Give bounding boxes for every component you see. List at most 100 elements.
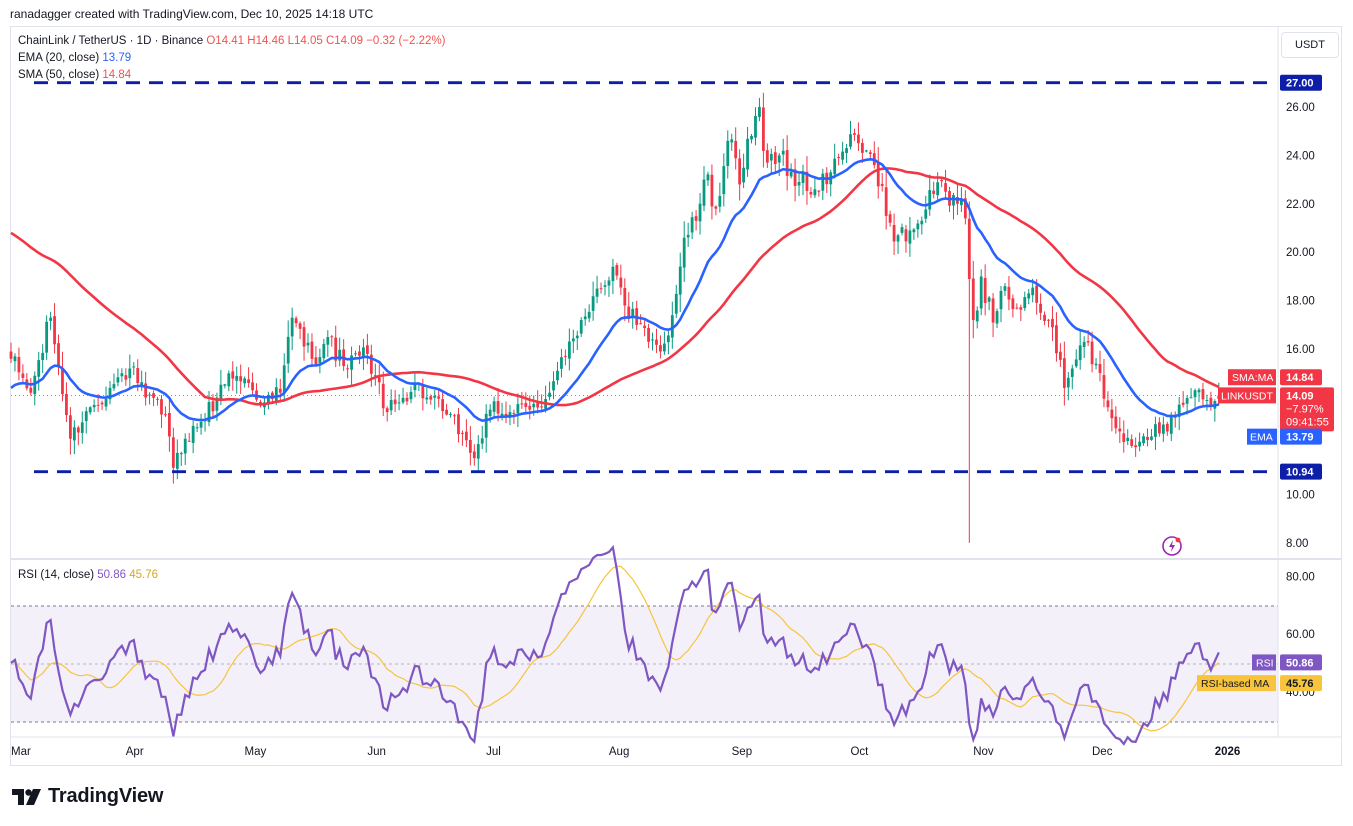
rsi-legend[interactable]: RSI (14, close) 50.86 45.76	[18, 569, 158, 581]
candle-body	[76, 427, 80, 433]
price-tick-label: 24.00	[1286, 150, 1315, 162]
candle-body	[239, 376, 243, 382]
level-axis-text: 27.00	[1286, 78, 1314, 90]
candle-body	[116, 377, 120, 383]
candle-body	[278, 388, 282, 393]
price-tick-label: 16.00	[1286, 344, 1315, 356]
price-tags: 27.00 10.94 SMA:MA 14.84 LINKUSDT 14.09−7.97%…	[11, 74, 1334, 692]
rsi-ma-name-tag	[1197, 675, 1276, 692]
candle-body	[611, 266, 615, 282]
symbol-name-text: LINKUSDT	[1221, 390, 1274, 402]
candle-body	[108, 387, 112, 400]
candle-body	[738, 158, 742, 185]
tradingview-logo[interactable]: TradingView	[12, 785, 163, 808]
ema-legend[interactable]: EMA (20, close) 13.79	[18, 52, 131, 64]
time-tick-label: Aug	[609, 746, 629, 758]
candle-body	[1169, 415, 1173, 434]
time-tick-label: Jul	[486, 746, 501, 758]
candle-body	[409, 391, 413, 400]
candle-body	[564, 355, 567, 357]
candle-body	[207, 401, 211, 423]
candle-body	[484, 413, 488, 438]
candle-body	[1011, 298, 1015, 310]
candle-body	[615, 265, 619, 276]
candle-body	[286, 336, 290, 364]
candle-body	[556, 370, 559, 381]
candle-body	[587, 311, 591, 319]
candle-body	[457, 414, 460, 435]
candle-body	[290, 317, 294, 337]
price-tick-label: 26.00	[1286, 102, 1315, 114]
candle-body	[552, 381, 555, 391]
candle-body	[247, 379, 250, 384]
candle-body	[971, 278, 975, 321]
rsi-line	[10, 544, 1220, 746]
candle-body	[96, 404, 100, 406]
candle-body	[876, 162, 880, 187]
candle-body	[1142, 436, 1145, 444]
candle-body	[1173, 416, 1177, 418]
candle-body	[29, 387, 33, 393]
candle-body	[666, 335, 670, 343]
candle-body	[607, 280, 611, 286]
alert-icon[interactable]	[1162, 536, 1182, 556]
candle-body	[219, 384, 223, 400]
candle-body	[306, 342, 310, 346]
candle-body	[686, 234, 690, 238]
candle-body	[979, 276, 983, 309]
rsi-ma-line	[10, 565, 1220, 732]
candle-body	[833, 158, 837, 175]
candle-body	[663, 343, 666, 352]
ema-name-text: EMA	[1250, 432, 1273, 444]
candle-body	[995, 311, 999, 324]
candle-body	[413, 383, 417, 391]
candle-body	[13, 356, 17, 362]
candle-body	[512, 413, 516, 415]
candle-body	[837, 157, 841, 159]
candle-body	[425, 397, 429, 400]
candle-body	[235, 375, 239, 381]
candle-body	[1130, 439, 1134, 447]
ema-20-line	[10, 157, 1220, 423]
candle-body	[1154, 424, 1157, 437]
candle-body	[932, 190, 936, 195]
candle-body	[1114, 416, 1118, 429]
candle-body	[1197, 389, 1201, 393]
sma-value: 14.84	[102, 69, 132, 81]
candle-body	[532, 403, 536, 408]
candle-body	[1027, 293, 1031, 299]
ohlc-open: O14.41	[206, 35, 248, 47]
candle-body	[1205, 399, 1209, 401]
candle-body	[754, 116, 757, 138]
candle-body	[845, 148, 848, 154]
candle-body	[857, 134, 860, 144]
candle-body	[128, 368, 132, 379]
rsi-lines	[10, 544, 1220, 746]
symbol-legend[interactable]: ChainLink / TetherUS · 1D · Binance O14.…	[18, 35, 446, 47]
candle-body	[1209, 397, 1213, 407]
candle-body	[579, 320, 583, 334]
tradingview-logo-text: TradingView	[48, 785, 164, 807]
candle-body	[690, 217, 694, 233]
candle-body	[195, 427, 199, 429]
price-tick-label: 22.00	[1286, 199, 1315, 211]
rsi-ma-name-text: RSI-based MA	[1201, 678, 1269, 690]
candle-body	[274, 387, 278, 401]
candle-body	[350, 355, 353, 370]
last-price-axis-text: 14.09	[1286, 390, 1314, 402]
candle-body	[781, 150, 785, 155]
candle-body	[765, 150, 769, 163]
candle-body	[437, 396, 441, 399]
moving-averages	[10, 157, 1220, 423]
candle-body	[841, 151, 844, 160]
candle-body	[21, 373, 25, 378]
candle-body	[381, 383, 385, 409]
candle-body	[1106, 400, 1110, 408]
candle-body	[940, 180, 943, 182]
candle-body	[659, 345, 662, 352]
rsi-value: 50.86	[97, 569, 130, 581]
candle-body	[670, 315, 674, 338]
currency-button[interactable]: USDT	[1281, 32, 1339, 58]
sma-legend[interactable]: SMA (50, close) 14.84	[18, 69, 131, 81]
